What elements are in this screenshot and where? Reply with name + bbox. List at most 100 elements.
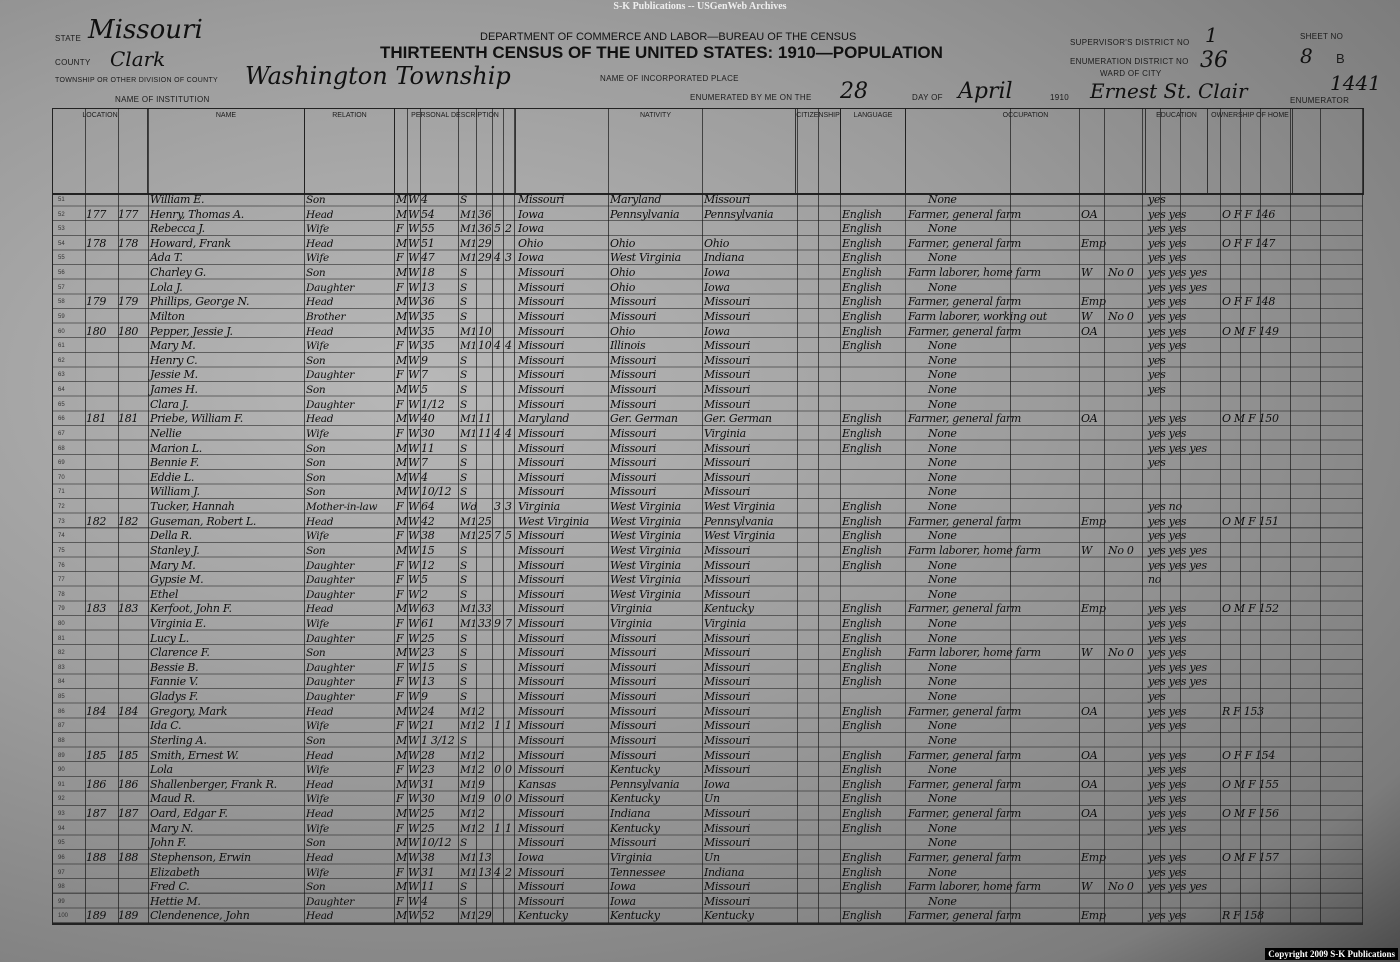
- employment-class: Emp: [1081, 514, 1106, 528]
- education: yes yes: [1148, 763, 1187, 777]
- person-name: John F.: [150, 836, 187, 850]
- mother-birthplace: Missouri: [704, 690, 751, 704]
- table-row: 78 Ethel Daughter F W 2 S Missouri West Virginia…: [0, 588, 1400, 603]
- relation: Son: [306, 837, 326, 850]
- birthplace: Kansas: [518, 777, 556, 791]
- sex: M: [396, 704, 407, 718]
- marital-status: M1: [460, 603, 477, 616]
- relation: Daughter: [306, 676, 354, 689]
- header-personal-description: Personal Description: [395, 109, 516, 193]
- father-birthplace: Missouri: [610, 704, 657, 718]
- marital-status: M1: [460, 413, 477, 426]
- state-value: Missouri: [88, 15, 203, 45]
- person-name: William J.: [150, 485, 200, 499]
- education: yes yes: [1148, 222, 1187, 236]
- relation: Daughter: [306, 398, 354, 411]
- birthplace: Maryland: [518, 412, 570, 426]
- line-number: 57: [58, 284, 65, 291]
- mother-birthplace: Missouri: [704, 748, 751, 762]
- birthplace: West Virginia: [518, 514, 589, 528]
- relation: Wife: [306, 866, 329, 879]
- occupation: None: [928, 587, 957, 601]
- sex: M: [396, 441, 407, 455]
- education: yes yes yes: [1148, 660, 1207, 674]
- home-ownership: O M F 150: [1222, 412, 1279, 426]
- education: yes yes: [1148, 426, 1187, 440]
- occupation: Farmer, general farm: [908, 909, 1021, 923]
- line-number: 98: [58, 884, 65, 891]
- sex: F: [396, 719, 404, 733]
- sex: F: [396, 616, 404, 630]
- line-number: 95: [58, 840, 65, 847]
- years-married: 29: [478, 251, 492, 265]
- person-name: Clendenence, John: [150, 909, 250, 923]
- mother-birthplace: Missouri: [704, 368, 751, 382]
- father-birthplace: Virginia: [610, 602, 652, 616]
- person-name: Lola: [150, 763, 173, 777]
- occupation: Farm laborer, home farm: [908, 646, 1041, 660]
- race: W: [408, 880, 420, 894]
- sex: M: [396, 266, 407, 280]
- marital-status: S: [460, 471, 467, 484]
- mother-birthplace: Iowa: [704, 777, 730, 791]
- age: 30: [421, 426, 435, 440]
- dwelling-number: 180: [86, 324, 107, 338]
- person-name: William E.: [150, 193, 205, 206]
- race: W: [408, 894, 420, 908]
- marital-status: S: [460, 384, 467, 397]
- education: yes yes: [1148, 704, 1187, 718]
- occupation: Farm laborer, working out: [908, 309, 1047, 323]
- language: English: [842, 426, 882, 440]
- years-married: 9: [478, 792, 485, 806]
- line-number: 66: [58, 416, 65, 423]
- occupation: None: [928, 821, 957, 835]
- father-birthplace: Missouri: [610, 646, 657, 660]
- children-living: 1: [505, 719, 512, 733]
- occupation: None: [928, 836, 957, 850]
- person-name: Howard, Frank: [150, 236, 231, 250]
- table-row: 70 Eddie L. Son M W 4 S Missouri Missouri Missour…: [0, 471, 1400, 486]
- marital-status: S: [460, 354, 467, 367]
- birthplace: Missouri: [518, 470, 565, 484]
- table-row: 60 180 180 Pepper, Jessie J. Head M W 35 M1 10 Mis…: [0, 325, 1400, 340]
- birthplace: Virginia: [518, 500, 560, 514]
- father-birthplace: Missouri: [610, 383, 657, 397]
- father-birthplace: Missouri: [610, 836, 657, 850]
- education: yes yes: [1148, 865, 1187, 879]
- sex: F: [396, 763, 404, 777]
- father-birthplace: Missouri: [610, 470, 657, 484]
- relation: Daughter: [306, 691, 354, 704]
- children-born: 4: [494, 426, 501, 440]
- children-born: 1: [494, 719, 501, 733]
- mother-birthplace: Missouri: [704, 485, 751, 499]
- race: W: [408, 426, 420, 440]
- language: English: [842, 777, 882, 791]
- mother-birthplace: Missouri: [704, 719, 751, 733]
- occupation: None: [928, 529, 957, 543]
- person-name: Ada T.: [150, 251, 183, 265]
- father-birthplace: Missouri: [610, 353, 657, 367]
- years-married: 2: [478, 748, 485, 762]
- line-number: 63: [58, 372, 65, 379]
- marital-status: S: [460, 281, 467, 294]
- header-language: Language: [841, 109, 906, 193]
- marital-status: M1: [460, 340, 477, 353]
- sex: M: [396, 207, 407, 221]
- birthplace: Missouri: [518, 324, 565, 338]
- race: W: [408, 587, 420, 601]
- enumeration-day: 28: [840, 79, 868, 104]
- language: English: [842, 850, 882, 864]
- race: W: [408, 646, 420, 660]
- supervisor-district: 1: [1205, 23, 1218, 47]
- father-birthplace: Kentucky: [610, 763, 660, 777]
- birthplace: Iowa: [518, 850, 544, 864]
- age: 35: [421, 324, 435, 338]
- table-row: 62 Henry C. Son M W 9 S Missouri Missouri Missour…: [0, 354, 1400, 369]
- column-rule: [608, 108, 609, 923]
- relation: Head: [306, 208, 334, 221]
- person-name: Della R.: [150, 529, 192, 543]
- table-row: 72 Tucker, Hannah Mother-in-law F W 64 Wd 3 3 Vir…: [0, 500, 1400, 515]
- relation: Wife: [306, 223, 329, 236]
- dwelling-number: 186: [86, 777, 107, 791]
